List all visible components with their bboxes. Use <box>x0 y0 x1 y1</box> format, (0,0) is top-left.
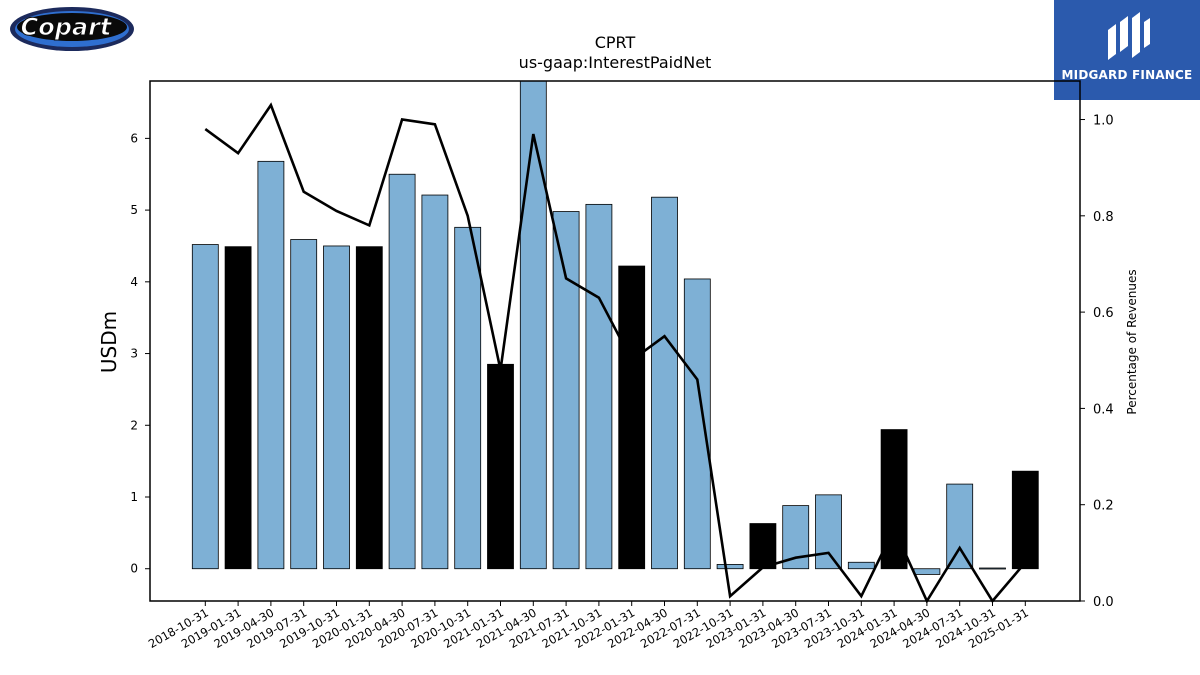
bar-2020-01-31 <box>355 246 383 570</box>
bar-2020-07-31 <box>421 194 449 570</box>
bar-2023-07-31 <box>815 494 842 570</box>
midgard-finance-logo: MIDGARD FINANCE <box>1054 0 1200 100</box>
copart-logo: Copart <box>4 4 136 54</box>
bar-2019-07-31 <box>290 239 318 570</box>
bar-2024-04-30 <box>913 568 941 575</box>
chart-title: CPRT <box>595 33 636 52</box>
y2-tick-label: 0.0 <box>1093 595 1114 610</box>
y-tick-label: 5 <box>130 203 138 217</box>
y-tick-label: 1 <box>130 490 138 504</box>
midgard-finance-label: MIDGARD FINANCE <box>1061 68 1193 82</box>
y2-tick-label: 0.2 <box>1093 499 1114 514</box>
bar-2020-10-31 <box>454 226 482 570</box>
y-tick-label: 2 <box>130 418 138 432</box>
y2-axis: 0.0 0.2 0.4 0.6 0.8 1.0 <box>1080 114 1114 610</box>
y-tick-label: 6 <box>130 131 138 145</box>
y2-axis-label: Percentage of Revenues <box>1125 269 1139 414</box>
bar-2021-10-31 <box>585 203 613 570</box>
bar-2019-10-31 <box>323 245 350 570</box>
y2-tick-label: 0.6 <box>1093 306 1114 321</box>
bar-2022-07-31 <box>683 278 711 570</box>
revenue-percentage-line <box>204 102 1027 604</box>
y2-tick-label: 0.8 <box>1093 210 1114 225</box>
y2-tick-label: 0.4 <box>1093 402 1114 417</box>
bar-2023-10-31 <box>847 561 875 570</box>
x-axis: 2018-10-312019-01-312019-04-302019-07-31… <box>146 601 1031 651</box>
chart-subtitle: us-gaap:InterestPaidNet <box>519 53 712 72</box>
midgard-mark-icon <box>1108 12 1150 60</box>
bar-2021-01-31 <box>487 363 514 570</box>
bars-layer <box>191 80 1039 575</box>
bar-2021-07-31 <box>552 211 580 570</box>
bar-2018-10-31 <box>191 244 219 570</box>
bar-2019-01-31 <box>224 246 252 570</box>
bar-2023-01-31 <box>749 523 777 570</box>
line-layer <box>204 102 1027 604</box>
bar-2021-04-30 <box>519 80 547 570</box>
bar-2025-01-31 <box>1011 470 1039 570</box>
y-tick-label: 4 <box>130 275 138 289</box>
y-tick-label: 3 <box>130 347 138 361</box>
copart-logo-text: Copart <box>21 13 113 41</box>
bar-2020-04-30 <box>388 173 416 570</box>
bar-2022-10-31 <box>716 564 744 570</box>
y-axis: 0 1 2 3 4 5 6 <box>130 131 150 576</box>
bar-2024-07-31 <box>946 483 974 570</box>
y-axis-label: USDm <box>97 311 121 373</box>
bar-2022-04-30 <box>651 196 678 570</box>
y2-tick-label: 1.0 <box>1093 114 1114 129</box>
bar-2022-01-31 <box>618 265 646 570</box>
y-tick-label: 0 <box>130 562 138 576</box>
bar-2019-04-30 <box>257 160 285 570</box>
bar-2024-10-31 <box>979 567 1006 570</box>
plot-frame <box>149 80 1081 602</box>
